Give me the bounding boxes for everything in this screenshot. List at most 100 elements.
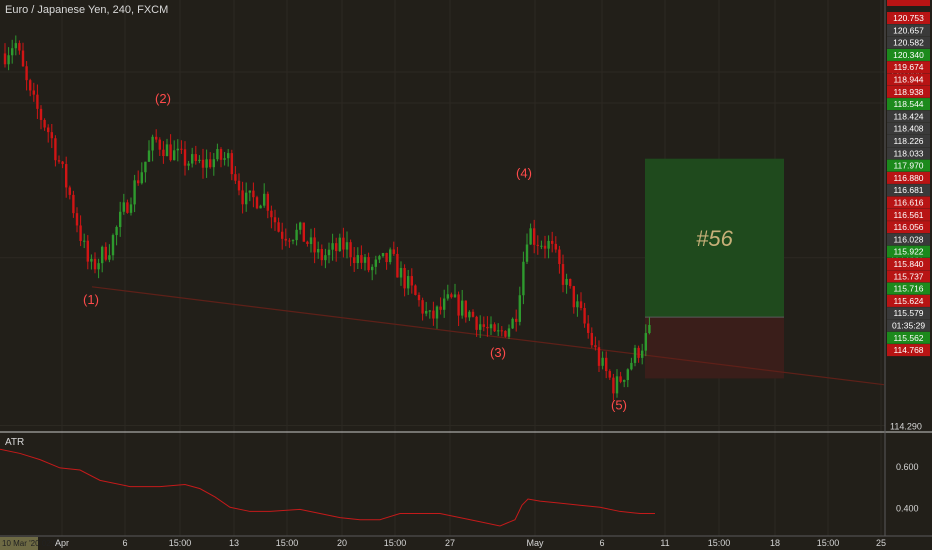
candle[interactable] [356, 247, 359, 270]
candle[interactable] [353, 247, 356, 272]
price-axis[interactable]: 120.000119.500117.000114.290120.753120.6… [887, 0, 930, 513]
candle[interactable] [65, 156, 68, 198]
candle[interactable] [612, 373, 615, 401]
candle[interactable] [288, 238, 291, 248]
candle[interactable] [72, 190, 75, 218]
candle[interactable] [533, 219, 536, 254]
candle[interactable] [90, 254, 93, 270]
price-tag[interactable]: 115.840 [887, 258, 930, 270]
candle[interactable] [79, 215, 82, 247]
candle[interactable] [3, 43, 7, 68]
candle[interactable] [349, 239, 352, 267]
candle[interactable] [216, 143, 219, 162]
price-tag[interactable]: 118.226 [887, 135, 930, 147]
candle[interactable] [327, 242, 331, 264]
price-tag[interactable]: 118.944 [887, 73, 930, 86]
candle[interactable] [227, 149, 230, 167]
candle[interactable] [338, 233, 341, 252]
candle[interactable] [410, 268, 413, 294]
candle[interactable] [291, 239, 295, 245]
candle[interactable] [626, 368, 629, 388]
candle[interactable] [511, 317, 514, 329]
candle[interactable] [119, 201, 122, 237]
candle[interactable] [162, 141, 165, 164]
candle[interactable] [306, 240, 309, 247]
candle[interactable] [50, 123, 53, 149]
candle[interactable] [493, 322, 496, 333]
candle[interactable] [241, 181, 244, 214]
candle[interactable] [479, 315, 482, 338]
candle[interactable] [158, 137, 161, 156]
candle[interactable] [169, 134, 172, 162]
candle[interactable] [536, 235, 539, 255]
candle[interactable] [446, 284, 449, 301]
candle[interactable] [277, 217, 280, 233]
candle[interactable] [284, 228, 287, 247]
candle[interactable] [468, 310, 471, 322]
candle[interactable] [183, 141, 187, 176]
candle[interactable] [547, 235, 550, 259]
candle[interactable] [507, 324, 511, 339]
candle[interactable] [155, 129, 158, 143]
candle[interactable] [263, 183, 266, 208]
candle[interactable] [569, 278, 572, 289]
candle[interactable] [482, 316, 485, 332]
price-tag[interactable]: 116.880 [887, 171, 930, 184]
candle[interactable] [633, 344, 637, 367]
candle[interactable] [108, 244, 111, 263]
candle[interactable] [176, 139, 179, 162]
candle[interactable] [302, 222, 305, 242]
candle[interactable] [140, 162, 143, 185]
candle[interactable] [443, 289, 446, 318]
candle[interactable] [173, 140, 176, 161]
candle[interactable] [385, 252, 388, 270]
candle[interactable] [133, 174, 136, 213]
candle[interactable] [439, 297, 442, 315]
candle[interactable] [399, 261, 403, 286]
candle[interactable] [392, 241, 395, 256]
candle[interactable] [605, 351, 608, 379]
price-tag[interactable]: 120.753 [887, 12, 930, 24]
candle[interactable] [414, 284, 417, 296]
candle[interactable] [601, 351, 604, 370]
candle[interactable] [389, 247, 392, 265]
candle[interactable] [61, 160, 64, 169]
price-tag[interactable]: 115.562 [887, 331, 930, 344]
candle[interactable] [230, 149, 233, 181]
candle[interactable] [309, 228, 313, 253]
candle[interactable] [54, 135, 57, 167]
candle[interactable] [144, 161, 147, 183]
price-tag[interactable]: 116.681 [887, 184, 930, 197]
price-tag[interactable]: 115.579 [887, 307, 930, 320]
candle[interactable] [122, 193, 125, 215]
candle[interactable] [68, 185, 71, 200]
candle[interactable] [21, 42, 25, 67]
price-tag[interactable]: 120.340 [887, 48, 930, 61]
candle[interactable] [219, 147, 223, 168]
candle[interactable] [57, 155, 61, 164]
candle[interactable] [371, 264, 374, 281]
candle[interactable] [281, 222, 284, 250]
candle[interactable] [540, 240, 543, 250]
price-tag[interactable]: 118.544 [887, 98, 930, 111]
price-tag[interactable]: 118.938 [887, 85, 930, 98]
candle[interactable] [320, 244, 323, 266]
price-tag[interactable]: 116.056 [887, 221, 930, 234]
candle[interactable] [165, 138, 169, 157]
candle[interactable] [551, 231, 554, 253]
candle[interactable] [29, 78, 32, 97]
candle[interactable] [151, 134, 154, 162]
candle[interactable] [36, 84, 39, 119]
candle[interactable] [464, 300, 467, 323]
candles[interactable] [3, 35, 651, 401]
candle[interactable] [432, 301, 435, 326]
candle[interactable] [126, 199, 129, 214]
candle[interactable] [576, 294, 579, 317]
candle[interactable] [104, 242, 107, 262]
candle[interactable] [324, 248, 327, 269]
candle[interactable] [14, 35, 17, 56]
candle[interactable] [43, 118, 46, 131]
candle[interactable] [374, 255, 377, 275]
candle[interactable] [367, 252, 370, 273]
candle[interactable] [198, 155, 201, 164]
